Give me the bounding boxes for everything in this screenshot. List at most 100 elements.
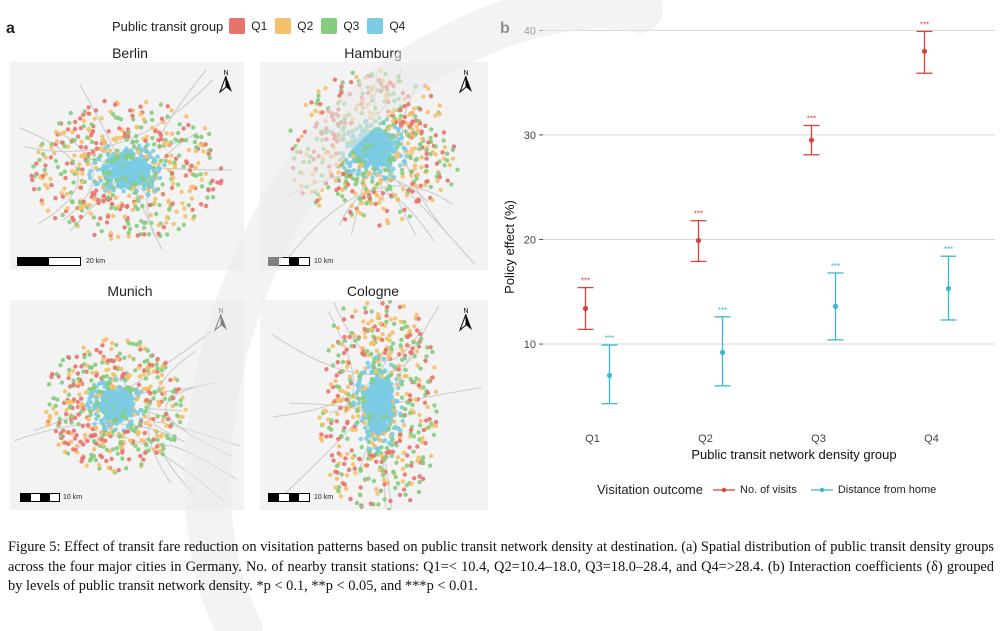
transit-cell (143, 138, 148, 143)
transit-cell (162, 391, 167, 396)
transit-cell (160, 182, 165, 187)
transit-cell (94, 373, 99, 378)
transit-cell (323, 180, 328, 186)
transit-cell (378, 68, 383, 74)
transit-cell (375, 111, 380, 116)
transit-cell (154, 444, 160, 449)
transit-cell (356, 336, 361, 342)
transit-cell (68, 190, 74, 195)
transit-cell (371, 186, 377, 192)
transit-cell (401, 423, 407, 428)
transit-cell (383, 438, 388, 443)
transit-cell (66, 392, 72, 397)
transit-cell (170, 201, 175, 206)
transit-cell (304, 184, 309, 190)
transit-cell (350, 314, 355, 319)
transit-cell (100, 343, 105, 348)
transit-cell (153, 158, 158, 163)
transit-cell (164, 423, 169, 429)
transit-cell (92, 422, 97, 427)
transit-cell (407, 393, 413, 398)
transit-cell (108, 426, 113, 431)
transit-cell (58, 131, 63, 137)
transit-cell (66, 375, 71, 381)
transit-cell (349, 203, 354, 209)
transit-cell (152, 176, 157, 182)
transit-cell (441, 130, 447, 135)
transit-cell (128, 168, 135, 175)
transit-cell (385, 221, 391, 226)
transit-cell (100, 360, 105, 365)
transit-cell (373, 105, 378, 111)
transit-cell (134, 425, 139, 430)
transit-cell (159, 137, 164, 142)
transit-cell (75, 450, 80, 455)
transit-cell (127, 193, 132, 198)
transit-cell (191, 184, 196, 189)
transit-cell (391, 157, 396, 162)
transit-cell (369, 327, 374, 332)
transit-cell (138, 112, 143, 117)
transit-cell (402, 356, 407, 361)
map-cologne (260, 300, 488, 510)
legend-swatch-q3 (321, 18, 338, 34)
transit-cell (406, 141, 411, 146)
transit-cell (169, 153, 174, 158)
transit-cell (350, 414, 356, 420)
transit-cell (157, 202, 162, 208)
transit-cell (172, 160, 177, 165)
transit-cell (433, 113, 438, 118)
transit-cell (83, 145, 89, 150)
transit-cell (388, 372, 394, 378)
transit-cell (71, 428, 76, 433)
scale-label-cologne: 10 km (314, 494, 334, 501)
transit-cell (210, 178, 215, 183)
transit-cell (156, 162, 161, 167)
transit-cell (426, 86, 431, 91)
transit-cell (404, 463, 409, 468)
transit-cell (387, 300, 393, 304)
transit-cell (121, 189, 126, 194)
transit-cell (36, 150, 41, 155)
transit-cell (104, 159, 110, 164)
transit-cell (146, 437, 151, 442)
transit-cell (99, 400, 106, 407)
transit-cell (362, 191, 368, 196)
transit-cell (155, 414, 160, 419)
transit-cell (386, 418, 393, 425)
transit-cell (88, 364, 93, 370)
transit-cell (400, 349, 406, 354)
transit-cell (130, 396, 135, 401)
transit-cell (326, 389, 331, 394)
transit-cell (151, 168, 156, 174)
transit-cell (430, 197, 435, 203)
transit-cell (96, 381, 102, 387)
transit-cell (132, 408, 137, 413)
transit-cell (59, 140, 65, 145)
transit-cell (198, 142, 204, 147)
transit-cell (92, 447, 97, 452)
transit-cell (442, 163, 447, 168)
transit-cell (329, 172, 334, 178)
transit-cell (389, 169, 394, 174)
transit-cell (434, 161, 440, 166)
transit-cell (147, 151, 152, 156)
transit-cell (362, 420, 367, 425)
transit-cell (168, 424, 173, 429)
transit-cell (335, 397, 340, 402)
transit-cell (114, 342, 119, 348)
transit-cell (317, 415, 322, 420)
transit-cell (120, 374, 125, 380)
transit-cell (89, 139, 95, 145)
transit-cell (381, 477, 387, 483)
transit-cell (122, 429, 128, 435)
transit-cell (176, 130, 181, 136)
transit-cell (87, 352, 92, 357)
transit-cell (407, 154, 413, 159)
transit-cell (402, 160, 407, 165)
chart-legend-item-visits: No. of visits (713, 484, 797, 496)
transit-cell (340, 80, 345, 85)
transit-cell (116, 234, 121, 239)
transit-cell (186, 203, 191, 208)
transit-cell (32, 173, 37, 179)
